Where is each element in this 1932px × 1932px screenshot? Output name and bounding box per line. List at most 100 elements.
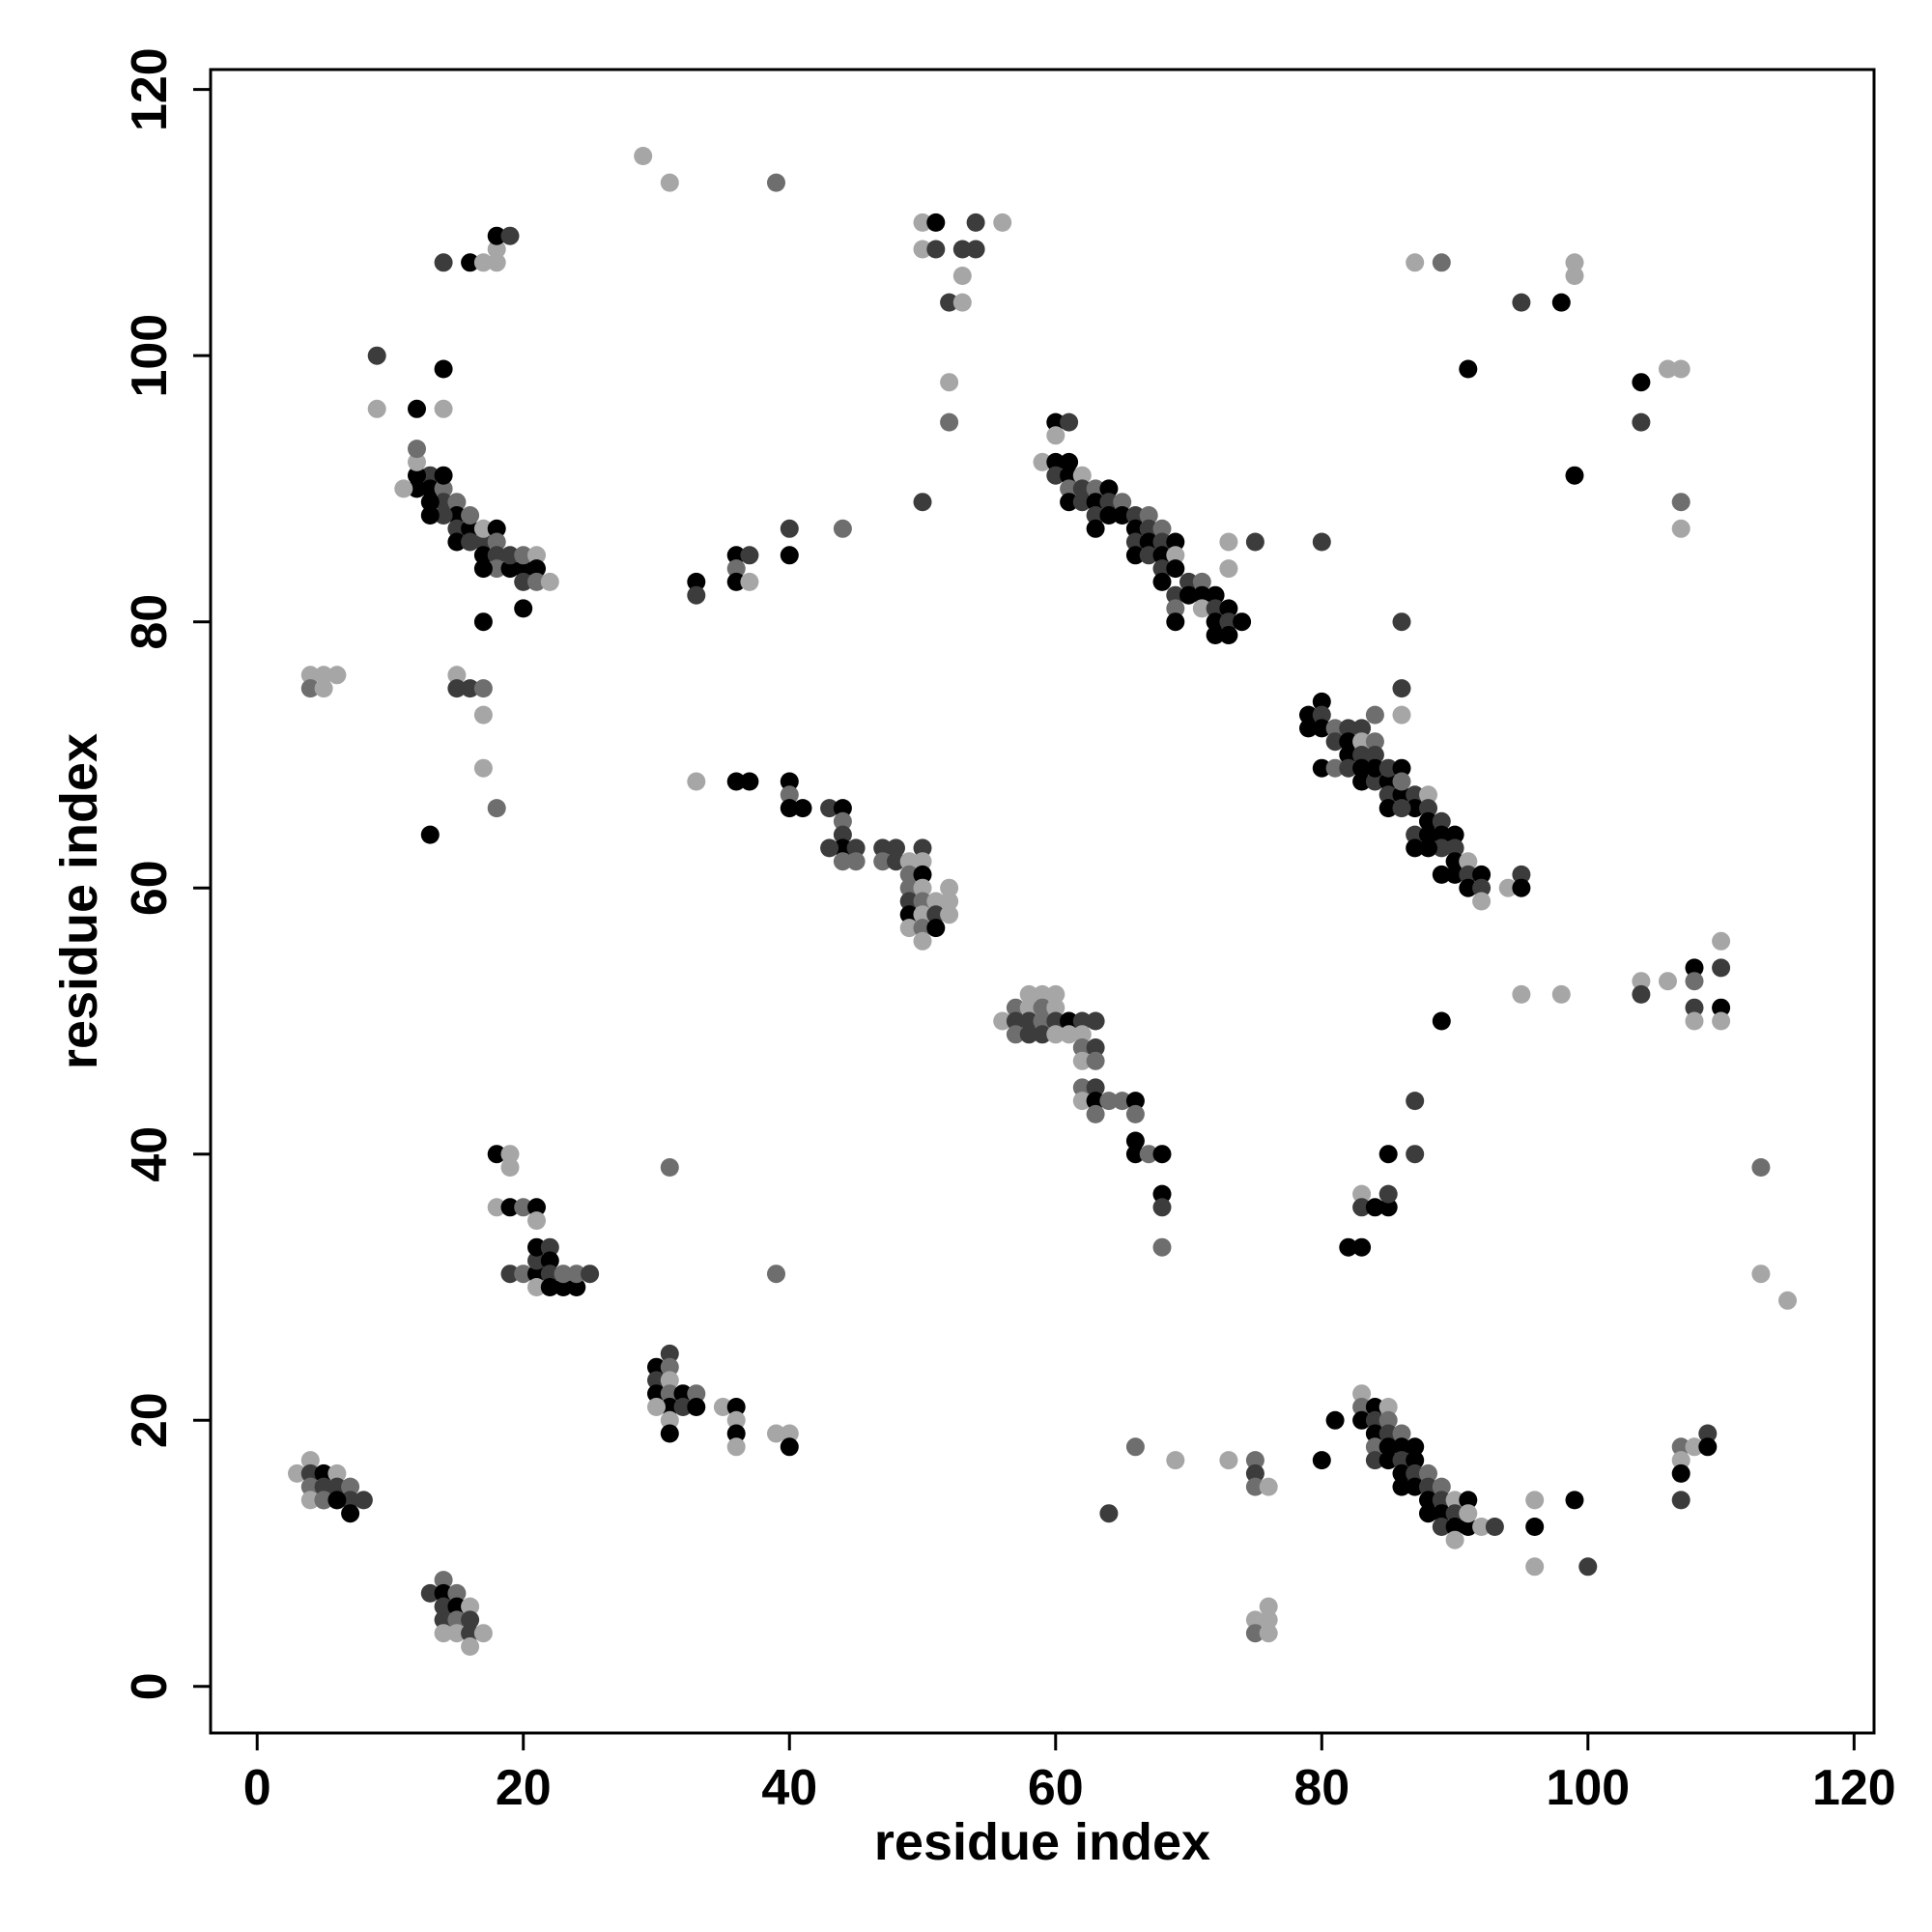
data-point-309 xyxy=(1445,825,1464,844)
data-point-384 xyxy=(1325,1410,1345,1430)
data-point-440 xyxy=(1406,253,1425,272)
data-point-7 xyxy=(420,493,440,512)
data-point-145 xyxy=(660,173,679,192)
data-point-56 xyxy=(447,666,467,685)
data-point-391 xyxy=(1378,1410,1398,1430)
data-point-342 xyxy=(1033,1025,1052,1044)
data-point-101 xyxy=(514,1198,533,1217)
data-point-238 xyxy=(1139,532,1158,552)
data-point-91 xyxy=(434,1624,453,1643)
data-point-34 xyxy=(408,452,426,471)
data-point-75 xyxy=(341,1477,360,1496)
data-point-256 xyxy=(1192,599,1211,618)
data-point-106 xyxy=(527,1264,546,1284)
data-point-216 xyxy=(1060,452,1079,471)
data-point-54 xyxy=(300,679,320,698)
data-point-314 xyxy=(1459,852,1478,871)
data-point-50 xyxy=(500,226,520,245)
data-point-438 xyxy=(1406,1092,1425,1111)
data-point-381 xyxy=(1245,1624,1264,1643)
data-point-9 xyxy=(447,519,467,538)
data-point-41 xyxy=(434,399,453,418)
data-point-284 xyxy=(1312,758,1331,778)
data-point-165 xyxy=(833,799,852,818)
data-point-326 xyxy=(1392,705,1411,724)
data-point-38 xyxy=(514,599,533,618)
data-point-371 xyxy=(1125,1437,1145,1457)
data-point-94 xyxy=(473,1624,493,1643)
data-point-336 xyxy=(1033,998,1052,1017)
data-point-217 xyxy=(1046,466,1065,485)
data-point-367 xyxy=(1152,1184,1172,1204)
data-point-175 xyxy=(873,852,893,871)
data-point-462 xyxy=(1685,1011,1704,1031)
data-point-395 xyxy=(1365,1437,1384,1457)
data-point-103 xyxy=(527,1211,546,1231)
data-point-4 xyxy=(434,493,453,512)
data-point-204 xyxy=(993,213,1012,232)
data-point-167 xyxy=(833,825,852,844)
data-point-236 xyxy=(1139,519,1158,538)
data-point-252 xyxy=(1179,585,1198,605)
data-point-468 xyxy=(1685,1437,1704,1457)
data-point-209 xyxy=(940,412,959,432)
data-point-355 xyxy=(1086,1078,1105,1097)
data-point-245 xyxy=(1166,546,1185,565)
data-point-64 xyxy=(288,1463,306,1483)
data-point-285 xyxy=(1325,758,1345,778)
data-point-255 xyxy=(1166,599,1185,618)
data-point-251 xyxy=(1166,585,1185,605)
data-point-425 xyxy=(1525,1518,1545,1536)
data-point-52 xyxy=(314,666,333,685)
data-point-180 xyxy=(913,852,932,871)
data-point-262 xyxy=(1166,612,1185,632)
data-point-369 xyxy=(1152,1237,1172,1257)
data-point-272 xyxy=(1312,705,1331,724)
data-point-211 xyxy=(1046,412,1065,432)
data-point-447 xyxy=(1565,466,1584,485)
data-point-25 xyxy=(527,546,546,565)
data-point-219 xyxy=(1072,466,1092,485)
data-point-20 xyxy=(487,559,506,579)
data-point-112 xyxy=(527,1278,546,1296)
data-point-454 xyxy=(1512,984,1531,1004)
data-point-442 xyxy=(1512,293,1531,312)
data-point-457 xyxy=(1632,984,1651,1004)
data-point-305 xyxy=(1406,825,1425,844)
data-point-322 xyxy=(1498,878,1518,897)
data-point-26 xyxy=(527,559,546,579)
data-point-36 xyxy=(420,506,440,525)
data-point-58 xyxy=(461,679,480,698)
data-point-372 xyxy=(1166,1451,1185,1470)
data-point-202 xyxy=(966,240,985,259)
data-point-472 xyxy=(1671,1463,1690,1483)
data-point-318 xyxy=(1472,865,1492,884)
data-point-74 xyxy=(327,1477,347,1496)
data-point-311 xyxy=(1419,838,1437,858)
data-point-95 xyxy=(461,1637,480,1656)
data-point-271 xyxy=(1299,719,1318,738)
data-point-230 xyxy=(1099,506,1119,525)
data-point-306 xyxy=(1419,825,1437,844)
x-tick-label-2: 40 xyxy=(761,1760,817,1816)
data-point-448 xyxy=(1632,373,1651,392)
data-point-166 xyxy=(833,811,852,831)
data-point-267 xyxy=(1245,532,1264,552)
data-point-147 xyxy=(687,572,706,591)
data-point-295 xyxy=(1392,785,1411,805)
data-point-388 xyxy=(1365,1398,1384,1416)
y-tick-label-1: 20 xyxy=(122,1392,178,1448)
data-point-357 xyxy=(1086,1092,1105,1111)
data-point-135 xyxy=(726,1398,746,1416)
data-point-168 xyxy=(833,838,852,858)
data-point-323 xyxy=(1512,865,1531,884)
data-point-17 xyxy=(461,532,480,552)
data-point-301 xyxy=(1378,799,1398,818)
data-point-383 xyxy=(1312,1451,1331,1470)
data-point-42 xyxy=(367,346,386,365)
data-point-212 xyxy=(1060,412,1079,432)
data-point-417 xyxy=(1432,1518,1451,1536)
data-point-16 xyxy=(447,532,467,552)
data-point-397 xyxy=(1392,1437,1411,1457)
data-point-242 xyxy=(1139,546,1158,565)
